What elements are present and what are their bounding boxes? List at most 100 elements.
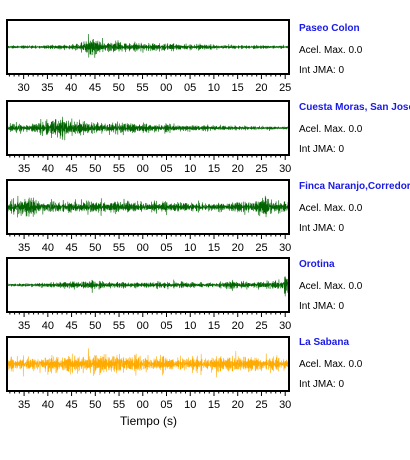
jma-value: 0 — [338, 379, 345, 390]
tick-label: 35 — [18, 320, 30, 332]
tick-label: 05 — [160, 163, 172, 175]
waveform-trace — [6, 276, 290, 297]
tick-label: 45 — [89, 82, 101, 94]
tick-label: 45 — [65, 320, 77, 332]
max-accel-value: 0.0 — [348, 281, 363, 292]
station-name: Cuesta Moras, San Jose — [299, 102, 410, 113]
tick-label: 25 — [255, 399, 267, 411]
tick-label: 10 — [184, 320, 196, 332]
tick-label: 10 — [184, 399, 196, 411]
tick-label: 45 — [65, 163, 77, 175]
jma-label: Int JMA: — [299, 144, 336, 155]
waveform-trace — [6, 33, 290, 58]
tick-label: 30 — [18, 82, 30, 94]
tick-label: 05 — [160, 399, 172, 411]
tick-label: 50 — [89, 399, 101, 411]
tick-label: 50 — [89, 163, 101, 175]
max-accel-line: Acel. Max. 0.0 — [299, 123, 410, 136]
tick-label: 40 — [42, 163, 54, 175]
jma-line: Int JMA: 0 — [299, 222, 410, 235]
tick-label: 00 — [137, 399, 149, 411]
station-info: Paseo Colon Acel. Max. 0.0 Int JMA: 0 — [299, 22, 410, 77]
tick-label: 40 — [65, 82, 77, 94]
tick-label: 35 — [18, 399, 30, 411]
tick-label: 20 — [255, 82, 267, 94]
tick-label: 25 — [255, 163, 267, 175]
tick-label: 25 — [279, 82, 291, 94]
jma-line: Int JMA: 0 — [299, 64, 410, 77]
station-name: Finca Naranjo,Corredores — [299, 181, 410, 192]
max-accel-value: 0.0 — [348, 45, 363, 56]
station-info: Orotina Acel. Max. 0.0 Int JMA: 0 — [299, 258, 410, 313]
max-accel-line: Acel. Max. 0.0 — [299, 202, 410, 215]
tick-label: 05 — [160, 242, 172, 254]
jma-line: Int JMA: 0 — [299, 300, 410, 313]
tick-label: 25 — [255, 320, 267, 332]
max-accel-label: Acel. Max. — [299, 281, 346, 292]
tick-label: 20 — [232, 320, 244, 332]
jma-line: Int JMA: 0 — [299, 143, 410, 156]
max-accel-label: Acel. Max. — [299, 203, 346, 214]
tick-label: 00 — [137, 242, 149, 254]
tick-label: 30 — [279, 242, 291, 254]
tick-label: 55 — [113, 242, 125, 254]
waveform-trace — [6, 348, 290, 378]
panel-2: 35 40 45 50 55 00 05 10 15 20 25 30 — [6, 100, 291, 175]
max-accel-label: Acel. Max. — [299, 359, 346, 370]
jma-label: Int JMA: — [299, 65, 336, 76]
tick-label: 40 — [42, 320, 54, 332]
jma-value: 0 — [338, 65, 345, 76]
tick-label: 55 — [136, 82, 148, 94]
tick-label: 55 — [113, 320, 125, 332]
tick-label: 40 — [42, 399, 54, 411]
tick-label: 00 — [160, 82, 172, 94]
max-accel-value: 0.0 — [348, 124, 363, 135]
station-info: Cuesta Moras, San Jose Acel. Max. 0.0 Int … — [299, 101, 410, 156]
tick-label: 40 — [42, 242, 54, 254]
panel-5: 35 40 45 50 55 00 05 10 15 20 25 30 — [6, 336, 291, 411]
tick-label: 05 — [160, 320, 172, 332]
tick-label: 25 — [255, 242, 267, 254]
tick-label: 10 — [184, 163, 196, 175]
tick-label: 35 — [41, 82, 53, 94]
tick-label: 35 — [18, 242, 30, 254]
tick-label: 45 — [65, 242, 77, 254]
tick-label: 10 — [184, 242, 196, 254]
tick-label: 20 — [232, 242, 244, 254]
tick-label: 50 — [89, 320, 101, 332]
station-name: La Sabana — [299, 337, 350, 348]
jma-value: 0 — [338, 144, 345, 155]
tick-label: 35 — [18, 163, 30, 175]
tick-label: 05 — [184, 82, 196, 94]
tick-label: 50 — [89, 242, 101, 254]
max-accel-label: Acel. Max. — [299, 45, 346, 56]
jma-label: Int JMA: — [299, 301, 336, 312]
max-accel-line: Acel. Max. 0.0 — [299, 44, 410, 57]
panel-4: 35 40 45 50 55 00 05 10 15 20 25 30 — [6, 257, 291, 332]
station-name: Paseo Colon — [299, 23, 360, 34]
tick-label: 15 — [208, 320, 220, 332]
tick-label: 45 — [65, 399, 77, 411]
tick-label: 50 — [113, 82, 125, 94]
tick-label: 10 — [208, 82, 220, 94]
panel-frame — [6, 19, 290, 75]
tick-label: 00 — [137, 163, 149, 175]
tick-label: 15 — [208, 163, 220, 175]
station-name: Orotina — [299, 259, 335, 270]
waveform-trace — [6, 116, 290, 141]
tick-label: 20 — [232, 163, 244, 175]
tick-label: 30 — [279, 399, 291, 411]
tick-label: 30 — [279, 320, 291, 332]
max-accel-line: Acel. Max. 0.0 — [299, 280, 410, 293]
max-accel-line: Acel. Max. 0.0 — [299, 358, 410, 371]
tick-label: 00 — [137, 320, 149, 332]
x-axis-label: Tiempo (s) — [120, 414, 177, 428]
tick-label: 30 — [279, 163, 291, 175]
tick-label: 15 — [208, 399, 220, 411]
jma-value: 0 — [338, 301, 345, 312]
max-accel-value: 0.0 — [348, 359, 363, 370]
jma-label: Int JMA: — [299, 223, 336, 234]
jma-label: Int JMA: — [299, 379, 336, 390]
tick-label: 15 — [232, 82, 244, 94]
